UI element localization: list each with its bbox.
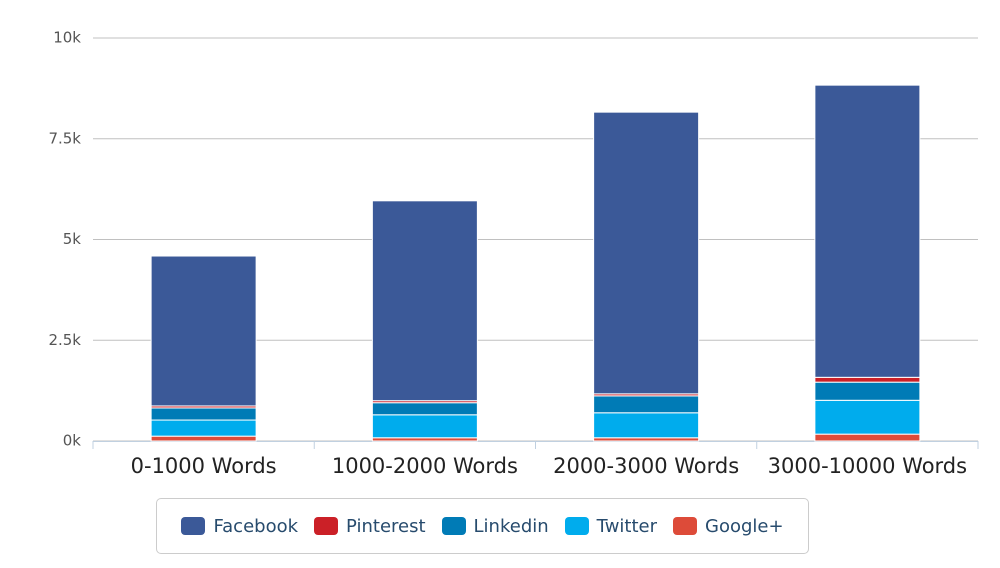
bar-segment bbox=[593, 111, 700, 395]
bar-segment bbox=[814, 433, 921, 442]
bar-segment bbox=[150, 435, 257, 442]
legend: Facebook Pinterest Linkedin Twitter Google+ bbox=[156, 498, 809, 554]
bar-segment bbox=[593, 412, 700, 439]
legend-label: Google+ bbox=[705, 515, 784, 537]
legend-label: Facebook bbox=[213, 515, 299, 537]
legend-item[interactable]: Google+ bbox=[673, 516, 784, 537]
x-tick-label: 0-1000 Words bbox=[130, 454, 277, 478]
x-tick-label: 3000-10000 Words bbox=[767, 454, 968, 478]
legend-item[interactable]: Facebook bbox=[181, 516, 298, 537]
bar-segment bbox=[150, 407, 257, 421]
legend-swatch bbox=[314, 517, 339, 535]
legend-label: Linkedin bbox=[473, 515, 549, 537]
x-tick-label: 2000-3000 Words bbox=[553, 454, 740, 478]
y-tick-label: 2.5k bbox=[48, 331, 81, 349]
bar-segment bbox=[371, 402, 478, 416]
legend-item[interactable]: Pinterest bbox=[314, 516, 426, 537]
bar-segment bbox=[814, 376, 921, 383]
legend-swatch bbox=[441, 517, 466, 535]
bar-segment bbox=[814, 399, 921, 435]
legend-item[interactable]: Twitter bbox=[564, 515, 657, 537]
x-tick-label: 1000-2000 Words bbox=[331, 454, 518, 478]
y-tick-label: 5k bbox=[63, 230, 82, 248]
legend-swatch bbox=[181, 517, 206, 535]
bar-segment bbox=[593, 395, 700, 414]
bar-segment bbox=[814, 381, 921, 401]
y-tick-label: 10k bbox=[53, 29, 81, 47]
bar-segment bbox=[150, 419, 257, 437]
legend-label: Twitter bbox=[596, 515, 657, 537]
y-tick-label: 7.5k bbox=[48, 129, 81, 147]
legend-swatch bbox=[564, 517, 589, 535]
bar-segment bbox=[814, 84, 921, 378]
bar-segment bbox=[371, 414, 478, 439]
bar-segment bbox=[150, 255, 257, 407]
legend-label: Pinterest bbox=[346, 515, 426, 537]
legend-item[interactable]: Linkedin bbox=[441, 515, 549, 537]
y-tick-label: 0k bbox=[63, 432, 82, 450]
legend-swatch bbox=[673, 517, 697, 535]
bar-segment bbox=[371, 200, 478, 402]
